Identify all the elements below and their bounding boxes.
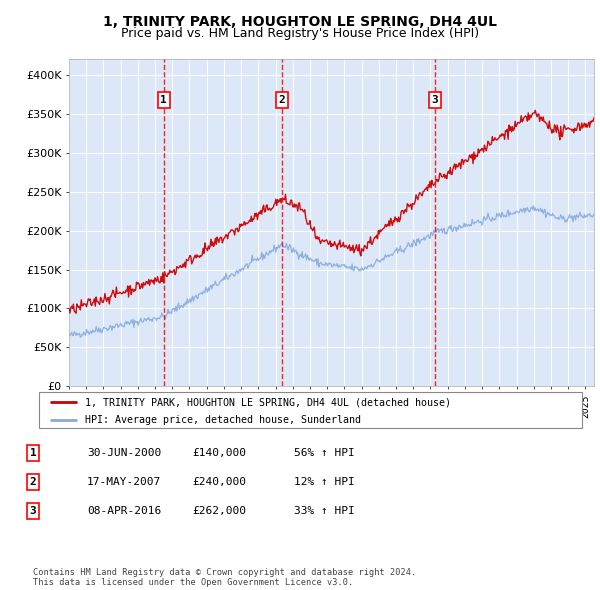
Text: 1: 1: [160, 95, 167, 105]
Text: Contains HM Land Registry data © Crown copyright and database right 2024.
This d: Contains HM Land Registry data © Crown c…: [33, 568, 416, 587]
Text: £240,000: £240,000: [192, 477, 246, 487]
Text: £262,000: £262,000: [192, 506, 246, 516]
Text: 2: 2: [278, 95, 286, 105]
Text: 1, TRINITY PARK, HOUGHTON LE SPRING, DH4 4UL (detached house): 1, TRINITY PARK, HOUGHTON LE SPRING, DH4…: [85, 397, 451, 407]
Text: £140,000: £140,000: [192, 448, 246, 458]
Text: 33% ↑ HPI: 33% ↑ HPI: [294, 506, 355, 516]
Text: 30-JUN-2000: 30-JUN-2000: [87, 448, 161, 458]
Text: 1: 1: [29, 448, 37, 458]
Text: HPI: Average price, detached house, Sunderland: HPI: Average price, detached house, Sund…: [85, 415, 361, 425]
Text: 12% ↑ HPI: 12% ↑ HPI: [294, 477, 355, 487]
Text: 3: 3: [432, 95, 439, 105]
Text: Price paid vs. HM Land Registry's House Price Index (HPI): Price paid vs. HM Land Registry's House …: [121, 27, 479, 40]
Text: 3: 3: [29, 506, 37, 516]
FancyBboxPatch shape: [39, 392, 582, 428]
Text: 17-MAY-2007: 17-MAY-2007: [87, 477, 161, 487]
Text: 2: 2: [29, 477, 37, 487]
Text: 08-APR-2016: 08-APR-2016: [87, 506, 161, 516]
Text: 1, TRINITY PARK, HOUGHTON LE SPRING, DH4 4UL: 1, TRINITY PARK, HOUGHTON LE SPRING, DH4…: [103, 15, 497, 29]
Text: 56% ↑ HPI: 56% ↑ HPI: [294, 448, 355, 458]
